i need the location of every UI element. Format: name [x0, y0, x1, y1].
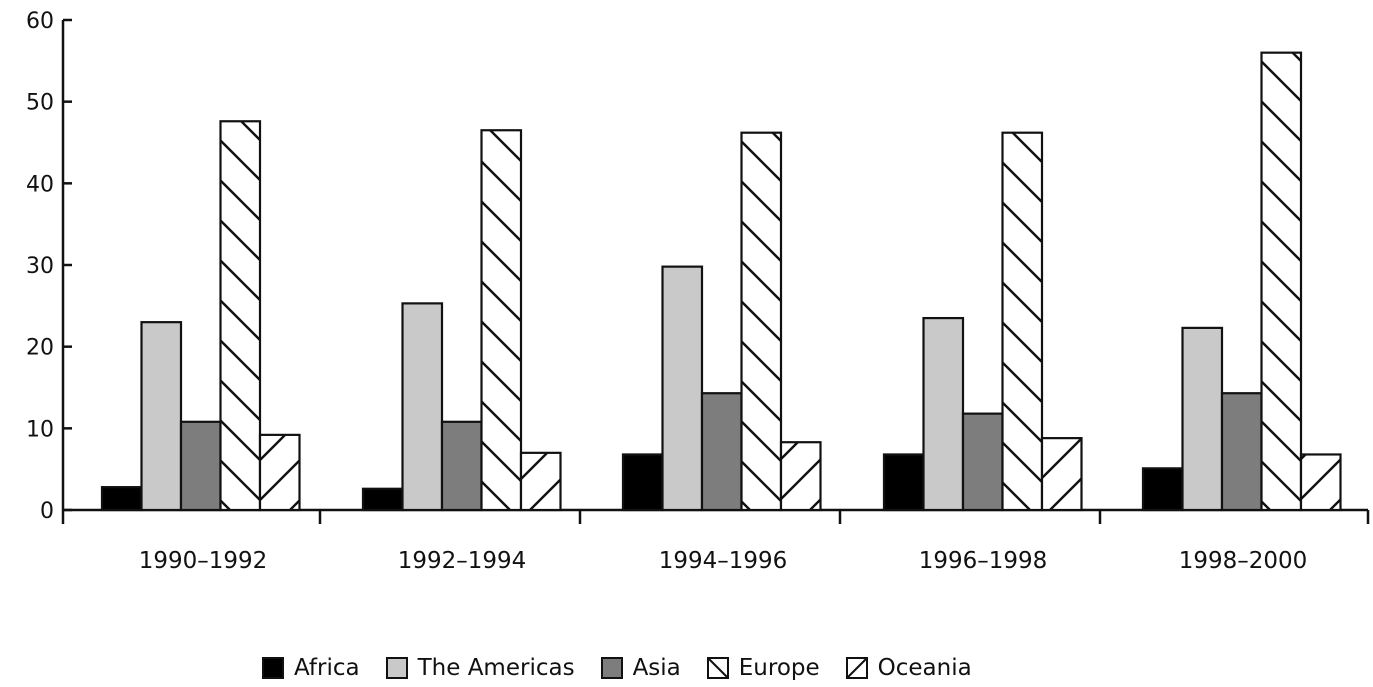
- legend-item-asia: Asia: [600, 655, 681, 681]
- legend-label-asia: Asia: [632, 655, 681, 681]
- legend-item-europe: Europe: [706, 655, 820, 681]
- bar-the-americas-4: [922, 316, 965, 512]
- legend-label-the-americas: The Americas: [417, 655, 575, 681]
- bar-asia-2: [440, 420, 483, 512]
- bar-asia-4: [961, 412, 1004, 512]
- legend-swatch-box: [262, 657, 284, 679]
- bar-asia-1: [179, 420, 222, 512]
- legend-swatch-africa: [262, 657, 284, 679]
- bar-africa-3: [621, 453, 664, 512]
- bar-oceania-1: [258, 433, 301, 512]
- bar-oceania-5: [1299, 453, 1342, 512]
- bar-oceania-4: [1040, 437, 1083, 512]
- bar-the-americas-2: [401, 302, 444, 512]
- bar-asia-5: [1220, 392, 1263, 512]
- bar-europe-1: [219, 120, 262, 512]
- bar-the-americas-1: [140, 321, 183, 512]
- legend-label-africa: Africa: [294, 655, 360, 681]
- bar-asia-3: [700, 392, 743, 512]
- legend: Africa The Americas Asia Europe Oceania: [262, 652, 972, 684]
- legend-label-oceania: Oceania: [877, 655, 972, 681]
- bar-chart-svg: 0 10 20 30 40 50 60 1990–1992 1992–1994 1994–1996…: [26, 9, 1370, 574]
- legend-item-africa: Africa: [262, 655, 360, 681]
- bar-the-americas-3: [661, 265, 704, 512]
- bar-the-americas-5: [1181, 326, 1224, 512]
- bar-europe-2: [480, 129, 523, 512]
- legend-label-europe: Europe: [738, 655, 820, 681]
- legend-swatch-graphic: [706, 657, 729, 679]
- y-tick-label: 60: [26, 9, 54, 34]
- y-tick-label: 10: [26, 417, 54, 442]
- legend-swatch-oceania: [845, 657, 868, 679]
- legend-swatch-graphic: [600, 657, 623, 679]
- bar-oceania-3: [779, 441, 822, 512]
- bar-africa-1: [100, 486, 143, 512]
- x-category-label: 1996–1998: [919, 548, 1048, 574]
- bar-europe-3: [740, 131, 783, 512]
- bar-europe-4: [1001, 131, 1044, 512]
- x-category-label: 1994–1996: [659, 548, 788, 574]
- legend-hatch-line: [845, 657, 868, 679]
- legend-swatch-asia: [600, 657, 623, 679]
- legend-swatch-graphic: [385, 657, 408, 679]
- legend-hatch-line: [707, 657, 729, 679]
- y-tick-label: 30: [26, 254, 54, 279]
- bar-africa-4: [882, 453, 925, 512]
- legend-swatch-europe: [706, 657, 729, 679]
- bar-africa-2: [361, 487, 404, 512]
- legend-swatch-graphic: [262, 657, 284, 679]
- legend-swatch-box: [600, 657, 623, 679]
- legend-swatch-the-americas: [385, 657, 408, 679]
- y-tick-label: 20: [26, 336, 54, 361]
- legend-item-oceania: Oceania: [845, 655, 972, 681]
- legend-swatch-graphic: [845, 657, 868, 679]
- bar-europe-5: [1260, 51, 1303, 512]
- y-tick-label: 50: [26, 91, 54, 116]
- legend-swatch-box: [385, 657, 408, 679]
- legend-item-the-americas: The Americas: [385, 655, 575, 681]
- y-tick-label: 0: [40, 499, 54, 524]
- bar-oceania-2: [519, 451, 562, 512]
- tick-labels: 0 10 20 30 40 50 60 1990–1992 1992–1994 1994–1996…: [26, 9, 1307, 574]
- y-tick-label: 40: [26, 172, 54, 197]
- bars: [100, 51, 1342, 512]
- x-category-label: 1990–1992: [139, 548, 268, 574]
- x-category-label: 1992–1994: [398, 548, 527, 574]
- bar-africa-5: [1141, 467, 1184, 512]
- x-category-label: 1998–2000: [1179, 548, 1308, 574]
